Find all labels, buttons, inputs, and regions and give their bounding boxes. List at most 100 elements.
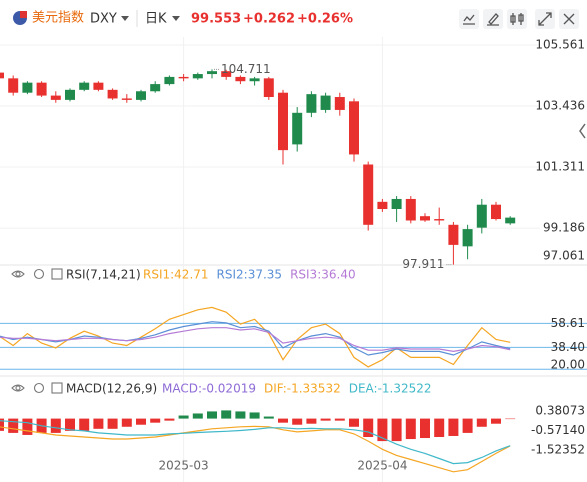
- candle-body: [8, 78, 19, 93]
- macd-bar: [320, 418, 331, 421]
- macd-bar: [164, 418, 175, 421]
- indicator-line: [0, 420, 511, 465]
- annotation: 97.911: [402, 257, 444, 271]
- indicator-title: MACD(12,26,9): [66, 382, 157, 396]
- y-tick-label: 105.561: [535, 38, 585, 52]
- tool-icon: [487, 13, 499, 26]
- macd-bar: [334, 418, 345, 421]
- indicator-icons: [11, 268, 63, 394]
- macd-bar: [8, 418, 19, 433]
- eye-icon[interactable]: [11, 270, 25, 278]
- candle-body: [462, 229, 473, 247]
- candle-body: [36, 82, 47, 96]
- macd-bar: [178, 415, 189, 419]
- tool-icon: [563, 13, 575, 25]
- candle-body: [434, 219, 445, 221]
- candle-body: [65, 89, 75, 100]
- candle-body: [505, 217, 516, 224]
- macd-bar: [349, 418, 359, 427]
- candle-body: [50, 95, 61, 100]
- y-tick-label: 0.38073: [535, 403, 585, 417]
- macd-bar: [363, 418, 374, 437]
- macd-bar: [192, 413, 203, 419]
- candle-body: [278, 92, 288, 151]
- indicator-line: [0, 306, 511, 368]
- indicator-title: RSI(7,14,21): [66, 268, 141, 282]
- legend-entry: RSI3:36.40: [290, 268, 356, 282]
- toolbar: [459, 9, 579, 29]
- x-tick-label: 2025-04: [357, 459, 407, 473]
- expand-icon[interactable]: [51, 268, 63, 280]
- annotation: 104.711: [221, 62, 271, 76]
- y-tick-label: 38.40: [551, 340, 585, 354]
- x-tick-label: 2025-03: [159, 459, 209, 473]
- eye-icon[interactable]: [11, 384, 25, 392]
- candle-body: [391, 198, 402, 210]
- candle-body: [136, 91, 146, 100]
- candle-body: [192, 74, 203, 79]
- y-tick-label: 101.311: [535, 160, 585, 174]
- macd-bar: [0, 418, 4, 431]
- candle-body: [420, 216, 430, 221]
- indicator-line: [0, 425, 511, 473]
- candle-body: [476, 204, 487, 228]
- instrument-name: 美元指数: [32, 11, 84, 26]
- candle-body: [107, 89, 118, 99]
- candle-body: [377, 201, 388, 210]
- macd-bar: [107, 418, 118, 429]
- candle-body: [235, 76, 246, 82]
- candle-body: [207, 71, 217, 75]
- macd-bar: [377, 418, 388, 442]
- candle-body: [263, 78, 274, 98]
- price: 99.553: [191, 12, 241, 27]
- macd-bar: [150, 418, 161, 423]
- macd-bar: [278, 418, 288, 423]
- y-tick-label: 20.00: [551, 358, 585, 372]
- legend-entry: RSI2:37.35: [217, 268, 283, 282]
- macd-bar: [306, 418, 317, 424]
- candle-body: [121, 98, 132, 100]
- macd-bar: [462, 418, 473, 433]
- candle-body: [306, 94, 317, 113]
- macd-bar: [136, 418, 146, 425]
- candle-body: [164, 76, 175, 85]
- macd-bar: [207, 411, 217, 419]
- period[interactable]: 日K: [145, 12, 167, 27]
- y-tick-label: -0.57140: [531, 423, 585, 437]
- y-tick-label: 97.061: [543, 249, 585, 263]
- candle-body: [363, 164, 374, 225]
- candle-body: [22, 82, 33, 93]
- candle-body: [178, 76, 189, 79]
- macd-bar: [249, 412, 260, 419]
- candle-body: [221, 71, 232, 77]
- tool-button[interactable]: [507, 9, 527, 29]
- macd-bar: [22, 418, 33, 435]
- macd-bar: [476, 418, 487, 427]
- candle-body: [448, 224, 459, 245]
- macd-bar: [50, 418, 61, 433]
- settings-icon[interactable]: [33, 382, 45, 394]
- macd-bar: [221, 410, 232, 419]
- symbol[interactable]: DXY: [90, 12, 117, 27]
- macd-bar: [420, 418, 430, 439]
- macd-bar: [292, 418, 303, 425]
- flag-stripe: [20, 11, 27, 18]
- candle-body: [249, 78, 260, 82]
- macd-bar: [93, 418, 104, 429]
- macd-bar: [405, 418, 416, 440]
- expand-icon[interactable]: [51, 382, 63, 394]
- macd-bar: [391, 418, 402, 442]
- macd-bar: [121, 418, 132, 427]
- change: +0.262: [243, 12, 295, 27]
- y-tick-label: 58.61: [551, 316, 585, 330]
- macd-bar: [79, 418, 90, 431]
- candle-body: [334, 97, 345, 110]
- tool-button[interactable]: [483, 9, 503, 29]
- change-percent: +0.26%: [297, 12, 353, 27]
- candle-body: [0, 72, 4, 79]
- settings-icon[interactable]: [33, 268, 45, 280]
- macd-bar: [263, 416, 274, 419]
- collapse-arrow[interactable]: [579, 123, 586, 139]
